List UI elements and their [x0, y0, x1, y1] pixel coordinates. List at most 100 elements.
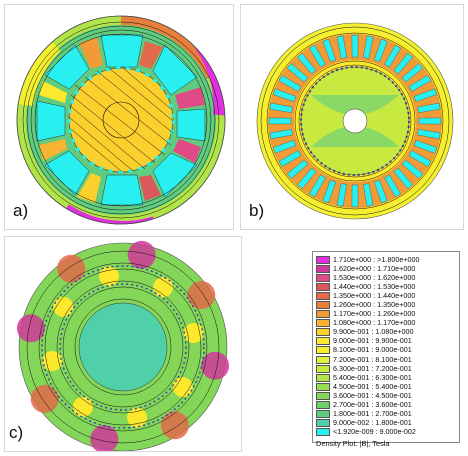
stator-slot [384, 174, 401, 198]
colorbar-legend: 1.710e+000 : >1.800e+000 1.620e+000 : 1.7… [312, 251, 460, 448]
stator-slot [322, 39, 336, 63]
legend-swatch [316, 255, 330, 264]
stator-slot [273, 140, 297, 154]
panel-label-c: c) [9, 423, 24, 442]
motor-cross-section-b [256, 22, 454, 220]
stator-slot [417, 102, 441, 113]
stator-slot [393, 52, 413, 75]
flux-hotspot [30, 384, 59, 413]
legend-swatch [316, 355, 330, 364]
stator-slot [269, 102, 293, 113]
stator-slot [273, 88, 297, 102]
stator-slot [278, 75, 302, 92]
legend-range-label: 1.620e+000 : 1.710e+000 [333, 263, 416, 273]
legend-range-label: 4.500e-001 : 5.400e-001 [333, 381, 412, 391]
panel-label-a: a) [13, 201, 29, 220]
stator-slot [374, 39, 388, 63]
legend-row: <1.920e-009 : 9.000e-002 [316, 428, 456, 437]
legend-swatch [316, 282, 330, 291]
legend-row: 9.900e-001 : 1.080e+000 [316, 328, 456, 337]
stator-slot [351, 184, 359, 208]
legend-row: 1.530e+000 : 1.620e+000 [316, 273, 456, 282]
legend-range-label: 2.700e-001 : 3.600e-001 [333, 400, 412, 410]
flux-hotspot [153, 277, 174, 298]
stator-slot [413, 140, 437, 154]
legend-range-label: 1.440e+000 : 1.530e+000 [333, 281, 416, 291]
legend-swatch [316, 419, 330, 428]
legend-swatch [316, 401, 330, 410]
legend-row: 8.100e-001 : 9.000e-001 [316, 346, 456, 355]
legend-swatch [316, 346, 330, 355]
legend-row: 1.710e+000 : >1.800e+000 [316, 255, 456, 264]
legend-row: 1.260e+000 : 1.350e+000 [316, 300, 456, 310]
legend-row: 4.500e-001 : 5.400e-001 [316, 382, 456, 391]
stator-slot [286, 159, 309, 179]
motor-cross-section-c [16, 240, 230, 451]
stator-slot [309, 174, 326, 198]
legend-swatch [316, 301, 330, 310]
stator-slot [418, 117, 442, 125]
stator-slot [413, 88, 437, 102]
field-plot-a: a) [4, 4, 234, 230]
legend-row: 6.300e-001 : 7.200e-001 [316, 364, 456, 373]
legend-range-label: 6.300e-001 : 7.200e-001 [333, 363, 412, 373]
legend-swatch [316, 337, 330, 346]
legend-swatch [316, 382, 330, 391]
legend-swatch [316, 319, 330, 328]
stator-slot [384, 44, 401, 68]
flux-hotspot [172, 377, 193, 398]
legend-row: 2.700e-001 : 3.600e-001 [316, 401, 456, 410]
flux-hotspot [72, 396, 93, 417]
stator-slot [269, 129, 293, 140]
stator-slot [297, 167, 317, 190]
legend-row: 7.200e-001 : 8.100e-001 [316, 355, 456, 364]
stator-slot [408, 75, 432, 92]
legend-row: 5.400e-001 : 6.300e-001 [316, 373, 456, 382]
stator-slot [297, 52, 317, 75]
legend-row: 9.000e-001 : 9.900e-001 [316, 337, 456, 346]
legend-swatch [316, 328, 330, 337]
legend-row: 1.170e+000 : 1.260e+000 [316, 310, 456, 319]
stator-slot [278, 150, 302, 167]
legend-swatch [316, 291, 330, 300]
legend-row: 1.440e+000 : 1.530e+000 [316, 282, 456, 291]
stator-slot [417, 129, 441, 140]
legend-swatch [316, 273, 330, 282]
flux-hotspot [90, 425, 119, 451]
stator-slot [374, 179, 388, 203]
stator-slot [286, 63, 309, 83]
legend-swatch [316, 264, 330, 273]
legend-row: 1.080e+000 : 1.170e+000 [316, 319, 456, 328]
stator-slot [401, 63, 424, 83]
motor-cross-section-a [16, 15, 226, 225]
legend-range-label: 3.600e-001 : 4.500e-001 [333, 390, 412, 400]
field-plot-b: b) [240, 4, 464, 230]
legend-entries: 1.710e+000 : >1.800e+000 1.620e+000 : 1.7… [316, 255, 456, 437]
legend-row: 1.350e+000 : 1.440e+000 [316, 291, 456, 300]
legend-range-label: 1.710e+000 : >1.800e+000 [333, 254, 420, 264]
legend-range-label: 1.800e-001 : 2.700e-001 [333, 409, 412, 419]
flux-hotspot [53, 296, 74, 317]
legend-range-label: 5.400e-001 : 6.300e-001 [333, 372, 412, 382]
panel-label-b: b) [249, 201, 265, 220]
legend-row: 1.620e+000 : 1.710e+000 [316, 264, 456, 273]
stator-slot [401, 159, 424, 179]
flux-hotspot [187, 281, 216, 310]
stator-slot [336, 35, 347, 59]
legend-range-label: 1.170e+000 : 1.260e+000 [333, 309, 416, 319]
legend-row: 9.000e-002 : 1.800e-001 [316, 419, 456, 428]
stator-slot [363, 35, 374, 59]
legend-swatch [316, 373, 330, 382]
stator-slot [336, 183, 347, 207]
stator-slot [351, 34, 359, 58]
field-plot-c: c) [4, 236, 242, 452]
legend-range-label: 1.350e+000 : 1.440e+000 [333, 290, 416, 300]
stator-slot [408, 150, 432, 167]
legend-range-label: 1.530e+000 : 1.620e+000 [333, 272, 416, 282]
legend-range-label: 1.260e+000 : 1.350e+000 [333, 300, 416, 310]
legend-swatch [316, 428, 330, 437]
legend-swatch [316, 410, 330, 419]
stator-slot [393, 167, 413, 190]
legend-row: 3.600e-001 : 4.500e-001 [316, 391, 456, 400]
legend-range-label: 9.900e-001 : 1.080e+000 [333, 327, 414, 337]
